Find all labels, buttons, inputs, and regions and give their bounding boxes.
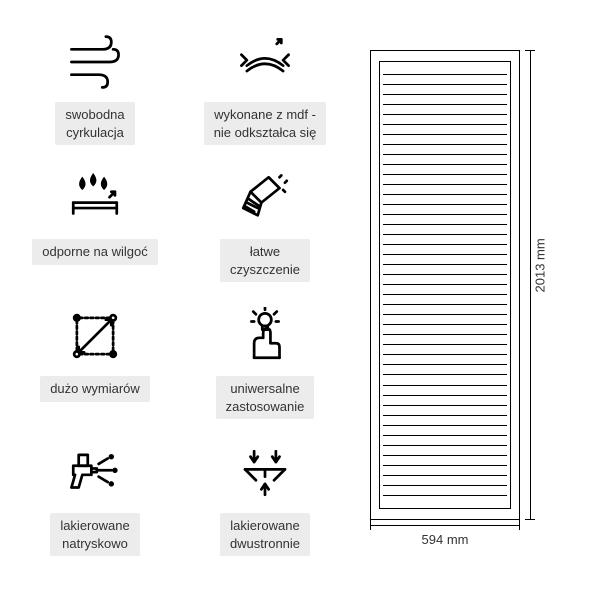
- panel-slat: [383, 445, 507, 455]
- panel-slat: [383, 274, 507, 284]
- panel-slat: [383, 174, 507, 184]
- moisture-icon: [63, 167, 127, 231]
- panel-slat: [383, 114, 507, 124]
- panel-slat: [383, 344, 507, 354]
- panel-slat: [383, 244, 507, 254]
- feature-dimensions: dużo wymiarów: [20, 304, 170, 419]
- panel-slat: [383, 374, 507, 384]
- panel-slat: [383, 495, 507, 505]
- panel-slat: [383, 364, 507, 374]
- panel-slat: [383, 405, 507, 415]
- panel-slat: [383, 395, 507, 405]
- panel-slat: [383, 214, 507, 224]
- panel-slat: [383, 194, 507, 204]
- panel-slat: [383, 224, 507, 234]
- panel-slat: [383, 425, 507, 435]
- panel-slat: [383, 294, 507, 304]
- panel-slat: [383, 94, 507, 104]
- feature-label: lakierowanenatryskowo: [50, 513, 139, 556]
- panel-slat: [383, 465, 507, 475]
- panel-slat: [383, 104, 507, 114]
- feature-grid: swobodnacyrkulacja wykonane z mdf -nie o…: [20, 30, 340, 556]
- panel-slat: [383, 134, 507, 144]
- feature-twoside: lakierowanedwustronnie: [190, 441, 340, 556]
- panel-slat: [383, 264, 507, 274]
- feature-label: uniwersalnezastosowanie: [216, 376, 315, 419]
- feature-label: łatweczyszczenie: [220, 239, 310, 282]
- panel-slat: [383, 144, 507, 154]
- spray-gun-icon: [63, 441, 127, 505]
- idea-hand-icon: [233, 304, 297, 368]
- panel-slat: [383, 284, 507, 294]
- panel-slat: [383, 334, 507, 344]
- two-side-icon: [233, 441, 297, 505]
- feature-label: swobodnacyrkulacja: [55, 102, 134, 145]
- feature-circulation: swobodnacyrkulacja: [20, 30, 170, 145]
- width-dimension-line: [370, 525, 520, 526]
- panel-slat: [383, 415, 507, 425]
- panel-slat: [383, 475, 507, 485]
- dimensions-icon: [63, 304, 127, 368]
- width-dimension-label: 594 mm: [370, 532, 520, 550]
- feature-mdf: wykonane z mdf -nie odkształca się: [190, 30, 340, 145]
- height-dimension-label: 2013 mm: [533, 238, 548, 292]
- panel-slat: [383, 84, 507, 94]
- panel-slat: [383, 65, 507, 74]
- panel-slat: [383, 154, 507, 164]
- feature-label: lakierowanedwustronnie: [220, 513, 310, 556]
- panel-slat: [383, 254, 507, 264]
- feature-label: wykonane z mdf -nie odkształca się: [204, 102, 327, 145]
- panel-slat: [383, 485, 507, 495]
- cleaning-icon: [233, 167, 297, 231]
- feature-universal: uniwersalnezastosowanie: [190, 304, 340, 419]
- wind-icon: [63, 30, 127, 94]
- panel-slat: [383, 234, 507, 244]
- panel-slat: [383, 455, 507, 465]
- product-diagram: 594 mm 2013 mm: [370, 40, 570, 560]
- panel-slat: [383, 385, 507, 395]
- feature-moisture: odporne na wilgoć: [20, 167, 170, 282]
- panel-slat: [383, 435, 507, 445]
- panel-slat: [383, 164, 507, 174]
- panel-slat: [383, 354, 507, 364]
- louver-panel: [370, 50, 520, 520]
- panel-slat: [383, 304, 507, 314]
- panel-slat: [383, 74, 507, 84]
- panel-slat: [383, 324, 507, 334]
- feature-cleaning: łatweczyszczenie: [190, 167, 340, 282]
- feature-label: odporne na wilgoć: [32, 239, 158, 265]
- feature-spray: lakierowanenatryskowo: [20, 441, 170, 556]
- feature-label: dużo wymiarów: [40, 376, 150, 402]
- no-warp-icon: [233, 30, 297, 94]
- panel-slat: [383, 184, 507, 194]
- panel-slat: [383, 124, 507, 134]
- panel-slat: [383, 314, 507, 324]
- panel-slat: [383, 204, 507, 214]
- height-dimension-line: [530, 50, 531, 520]
